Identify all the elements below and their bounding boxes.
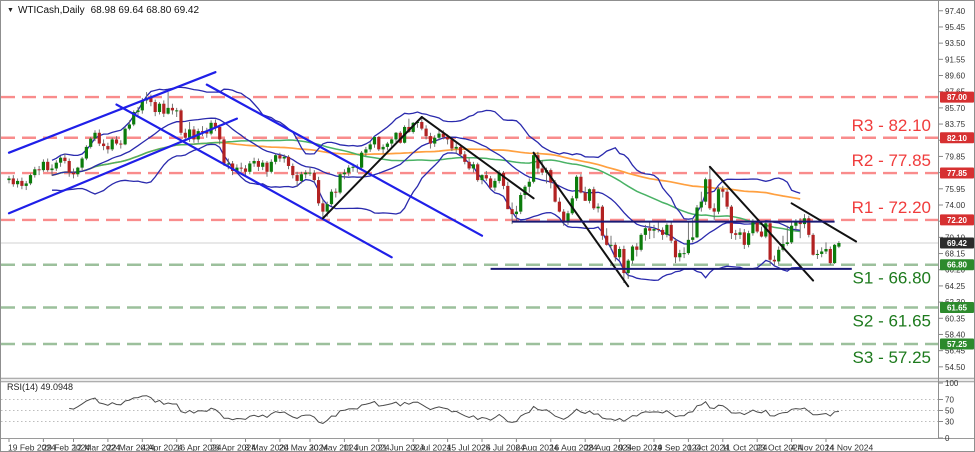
- svg-text:91.55: 91.55: [945, 55, 966, 64]
- rsi-line: [69, 395, 839, 424]
- svg-text:22 Mar 2024: 22 Mar 2024: [107, 443, 155, 452]
- svg-text:70: 70: [945, 396, 954, 405]
- svg-text:25 Jul 2024: 25 Jul 2024: [481, 443, 525, 452]
- svg-text:21 Jun 2024: 21 Jun 2024: [378, 443, 425, 452]
- svg-text:15 Jul 2024: 15 Jul 2024: [447, 443, 491, 452]
- svg-text:1 Oct 2024: 1 Oct 2024: [687, 443, 729, 452]
- svg-text:16 Apr 2024: 16 Apr 2024: [176, 443, 222, 452]
- svg-text:74.00: 74.00: [945, 201, 966, 210]
- svg-text:19 Sep 2024: 19 Sep 2024: [653, 443, 701, 452]
- svg-text:50: 50: [945, 407, 954, 416]
- rsi-pane: 100 70 50 30 0: [1, 379, 959, 443]
- svg-text:30 May 2024: 30 May 2024: [309, 443, 358, 452]
- symbol-title: ▼ WTICash,Daily 68.98 69.64 68.80 69.42: [7, 5, 199, 16]
- sma-slow-line: [51, 141, 801, 200]
- svg-text:16 Aug 2024: 16 Aug 2024: [550, 443, 598, 452]
- svg-text:93.50: 93.50: [945, 39, 966, 48]
- trendlines[interactable]: [7, 71, 858, 288]
- svg-text:83.75: 83.75: [945, 120, 966, 129]
- svg-text:3 Jul 2024: 3 Jul 2024: [412, 443, 451, 452]
- price-axis[interactable]: 97.4095.4593.5091.5589.6087.6585.7083.75…: [938, 7, 975, 372]
- svg-text:100: 100: [945, 379, 959, 388]
- svg-text:72.20: 72.20: [947, 216, 968, 225]
- rsi-indicator-label: RSI(14) 49.0948: [7, 382, 74, 392]
- svg-text:12 Mar 2024: 12 Mar 2024: [73, 443, 121, 452]
- svg-text:60.35: 60.35: [945, 314, 966, 323]
- svg-text:8 May 2024: 8 May 2024: [245, 443, 290, 452]
- svg-text:87.00: 87.00: [947, 93, 968, 102]
- svg-text:82.10: 82.10: [947, 134, 968, 143]
- svg-text:23 Oct 2024: 23 Oct 2024: [756, 443, 803, 452]
- svg-text:20 May 2024: 20 May 2024: [279, 443, 328, 452]
- sr-level-labels: R3 - 82.10 R2 - 77.85 R1 - 72.20 S1 - 66.80…: [852, 116, 931, 367]
- svg-text:97.40: 97.40: [945, 7, 966, 16]
- svg-text:26 Apr 2024: 26 Apr 2024: [210, 443, 256, 452]
- svg-text:66.80: 66.80: [947, 261, 968, 270]
- svg-text:95.45: 95.45: [945, 23, 966, 32]
- svg-text:54.50: 54.50: [945, 363, 966, 372]
- svg-text:11 Jun 2024: 11 Jun 2024: [343, 443, 389, 452]
- svg-text:4 Nov 2024: 4 Nov 2024: [791, 443, 835, 452]
- svg-text:89.60: 89.60: [945, 72, 966, 81]
- svg-text:S1 - 66.80: S1 - 66.80: [853, 269, 931, 288]
- svg-text:R3 - 82.10: R3 - 82.10: [852, 116, 931, 135]
- svg-text:68.15: 68.15: [945, 250, 966, 259]
- svg-text:0: 0: [945, 434, 950, 443]
- svg-text:57.25: 57.25: [947, 340, 968, 349]
- symbol-name: WTICash,Daily: [17, 5, 85, 16]
- svg-text:77.85: 77.85: [947, 169, 968, 178]
- svg-text:28 Aug 2024: 28 Aug 2024: [584, 443, 632, 452]
- svg-text:61.65: 61.65: [947, 303, 968, 312]
- bollinger-lower: [52, 143, 801, 281]
- svg-text:69.42: 69.42: [947, 239, 968, 248]
- svg-text:R2 - 77.85: R2 - 77.85: [852, 151, 931, 170]
- svg-text:58.40: 58.40: [945, 330, 966, 339]
- svg-text:R1 - 72.20: R1 - 72.20: [852, 198, 931, 217]
- svg-text:11 Oct 2024: 11 Oct 2024: [722, 443, 768, 452]
- chart-marker-icon: ▼: [7, 7, 14, 14]
- svg-text:S3 - 57.25: S3 - 57.25: [853, 348, 931, 367]
- svg-text:19 Feb 2024: 19 Feb 2024: [8, 443, 56, 452]
- svg-text:85.70: 85.70: [945, 104, 966, 113]
- svg-text:75.95: 75.95: [945, 185, 966, 194]
- svg-text:S2 - 61.65: S2 - 61.65: [853, 311, 931, 330]
- svg-text:56.45: 56.45: [945, 347, 966, 356]
- svg-text:14 Nov 2024: 14 Nov 2024: [825, 443, 873, 452]
- svg-text:30: 30: [945, 418, 954, 427]
- pane-dividers: [1, 1, 974, 439]
- svg-text:29 Feb 2024: 29 Feb 2024: [42, 443, 90, 452]
- svg-text:79.85: 79.85: [945, 152, 966, 161]
- svg-text:4 Apr 2024: 4 Apr 2024: [141, 443, 182, 452]
- svg-text:6 Aug 2024: 6 Aug 2024: [515, 443, 558, 452]
- svg-text:9 Sep 2024: 9 Sep 2024: [619, 443, 663, 452]
- ohlc-quote: 68.98 69.64 68.80 69.42: [90, 5, 200, 16]
- svg-text:64.25: 64.25: [945, 282, 966, 291]
- support-resistance-lines: [1, 95, 938, 346]
